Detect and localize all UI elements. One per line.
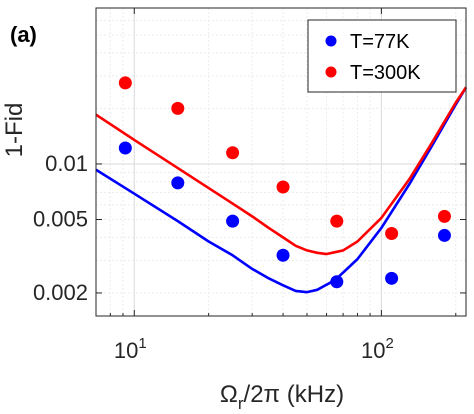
data-points [118, 76, 451, 289]
x-tick-label-base: 10 [114, 338, 138, 363]
x-tick-label: 102 [361, 335, 394, 363]
x-tick-label-exponent: 2 [385, 335, 393, 352]
data-point-t77 [276, 248, 290, 262]
data-point-t77 [437, 228, 451, 242]
legend: T=77K T=300K [307, 19, 457, 93]
data-point-t300 [226, 146, 240, 160]
data-point-t300 [330, 214, 344, 228]
data-point-t77 [385, 271, 399, 285]
data-point-t300 [385, 226, 399, 240]
x-tick-label: 101 [114, 335, 147, 363]
y-tick-label: 0.01 [45, 151, 88, 176]
y-tick-label: 0.002 [33, 280, 88, 305]
x-axis-label-rest: /2π (kHz) [244, 381, 345, 408]
x-axis-label: Ωr/2π (kHz) [220, 381, 344, 413]
data-point-t77 [330, 275, 344, 289]
data-point-t300 [276, 180, 290, 194]
data-point-t300 [118, 76, 132, 90]
data-point-t300 [171, 101, 185, 115]
fit-line-t300 [95, 86, 468, 256]
x-axis-label-subscript: r [238, 394, 244, 413]
y-tick-label: 0.005 [33, 207, 88, 232]
data-point-t77 [226, 214, 240, 228]
fit-line-t77 [95, 86, 468, 294]
x-axis-label-main: Ω [220, 381, 238, 408]
legend-label-t77: T=77K [350, 31, 410, 53]
data-point-t77 [118, 141, 132, 155]
y-axis-label: 1-Fid [1, 103, 28, 158]
legend-marker-t77 [325, 35, 337, 47]
x-tick-label-base: 10 [361, 338, 385, 363]
legend-marker-t300 [325, 66, 337, 78]
plot-frame [95, 7, 467, 317]
legend-label-t300: T=300K [350, 62, 421, 84]
legend-box [307, 19, 457, 93]
x-tick-label-exponent: 1 [138, 335, 146, 352]
panel-label: (a) [10, 22, 37, 47]
fit-lines [95, 86, 468, 294]
data-point-t77 [171, 176, 185, 190]
data-point-t300 [437, 209, 451, 223]
